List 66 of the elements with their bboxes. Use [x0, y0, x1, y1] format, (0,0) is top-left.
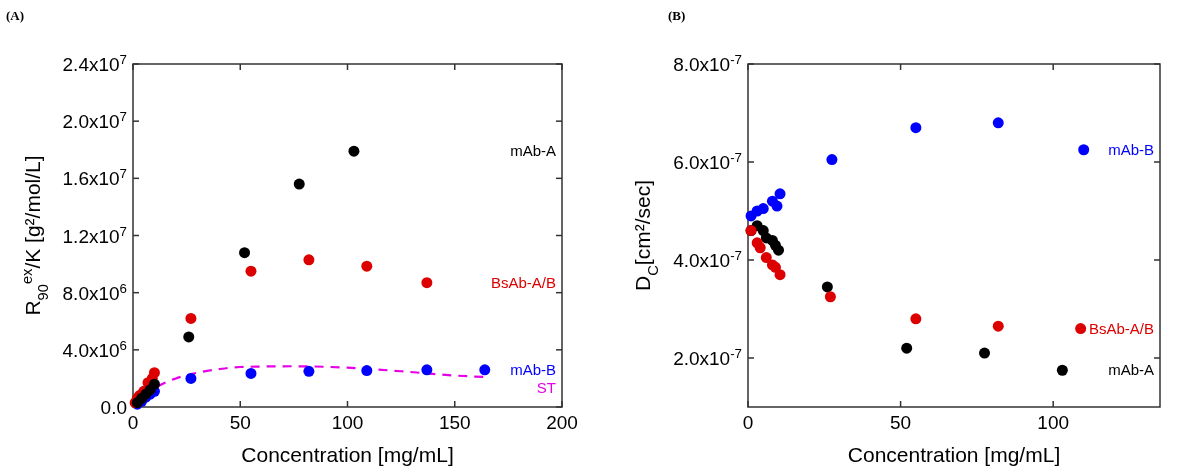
chart-title: (B)	[668, 8, 686, 23]
point	[239, 247, 251, 259]
point	[901, 342, 913, 354]
point	[771, 200, 783, 212]
point	[479, 364, 491, 376]
point	[303, 254, 315, 266]
point	[348, 145, 360, 157]
point	[185, 312, 197, 324]
text: mAb-A	[510, 142, 556, 160]
y-tick-label: 8.0x10$^{-7}$	[673, 51, 742, 75]
point	[979, 347, 991, 359]
point	[757, 203, 769, 215]
point	[774, 269, 786, 281]
y-tick-label: 6.0x10$^{-7}$	[673, 149, 742, 173]
series-label: BsAb-A/B	[1088, 319, 1154, 337]
point	[910, 313, 922, 325]
x-tick-label: 150	[438, 412, 471, 433]
y-tick-label: 1.2x10$^{7}$	[62, 223, 127, 247]
point	[992, 117, 1004, 129]
x-tick-label: 200	[546, 412, 578, 433]
point	[185, 372, 197, 384]
point	[1078, 144, 1090, 156]
x-axis-title: Concentration [mg/mL]	[847, 443, 1061, 466]
point	[303, 365, 315, 377]
series-label: mAb-B	[510, 360, 556, 378]
text: BsAb-A/B	[490, 273, 556, 291]
point	[773, 244, 785, 256]
point	[826, 154, 838, 166]
y-tick-label: 8.0x10$^{6}$	[62, 280, 127, 304]
point	[245, 265, 257, 277]
point	[754, 242, 766, 254]
y-tick-label: 2.4x10$^{7}$	[62, 51, 127, 75]
y-tick-label: 0.0	[100, 397, 127, 418]
series-label: mAb-B	[1108, 140, 1154, 158]
text: (A)	[6, 8, 25, 23]
y-tick-label: 4.0x10$^{6}$	[62, 337, 127, 361]
point	[1075, 323, 1087, 335]
x-tick-label: 100	[331, 412, 364, 433]
point	[821, 281, 833, 293]
point	[824, 291, 836, 303]
point	[760, 252, 772, 264]
x-tick-label: 50	[890, 412, 912, 433]
point	[245, 367, 257, 379]
point	[148, 378, 160, 390]
text: ST	[536, 378, 556, 396]
y-tick-label: 4.0x10$^{-7}$	[673, 247, 742, 271]
y-tick-label: 2.0x10$^{7}$	[62, 108, 127, 133]
y-tick-label: 2.0x10$^{-7}$	[673, 345, 742, 369]
point	[421, 277, 433, 289]
x-tick-label: 0	[742, 412, 754, 433]
y-tick-label: 1.6x10$^{7}$	[62, 165, 127, 190]
point	[774, 188, 786, 200]
x-tick-label: 100	[1037, 412, 1070, 433]
point	[361, 260, 373, 272]
point	[183, 331, 195, 343]
x-tick-label: 0	[127, 412, 139, 433]
point	[148, 367, 160, 379]
x-tick-label: 50	[229, 412, 251, 433]
x-axis-title: Concentration [mg/mL]	[241, 443, 454, 466]
point	[361, 365, 373, 377]
point	[293, 178, 305, 190]
point	[910, 122, 922, 134]
point	[992, 320, 1004, 332]
point	[421, 364, 433, 376]
point	[1056, 364, 1068, 376]
text: mAb-A	[1108, 361, 1154, 379]
